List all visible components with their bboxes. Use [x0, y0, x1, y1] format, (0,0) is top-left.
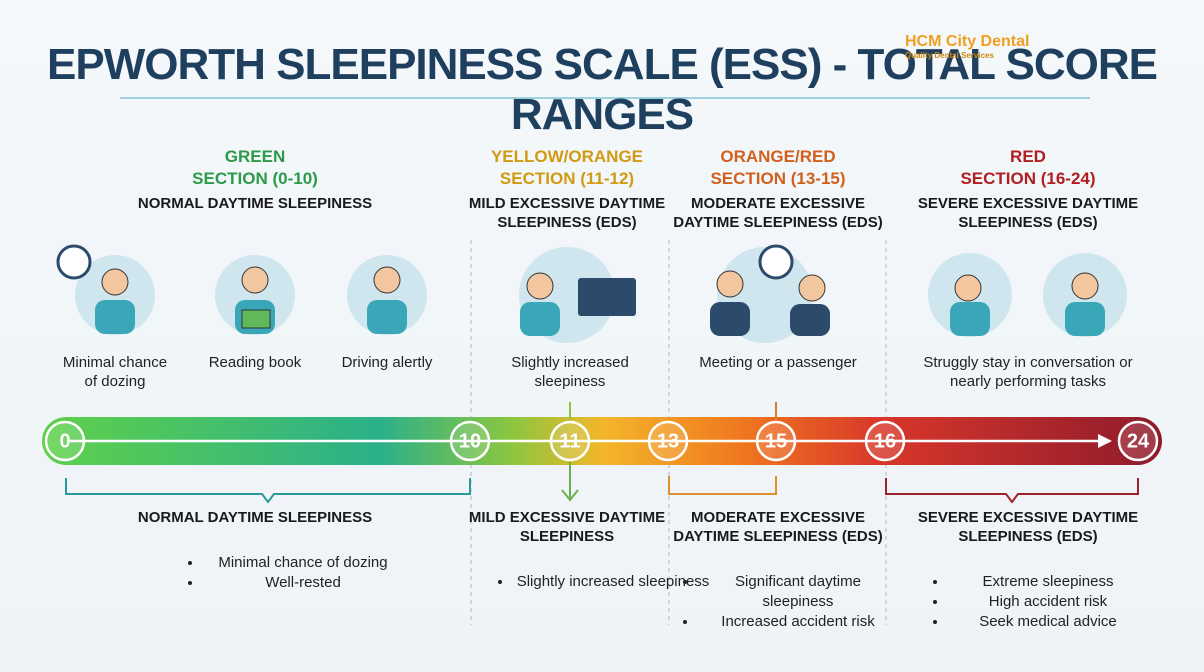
summary: NORMAL DAYTIME SLEEPINESS: [137, 509, 373, 526]
bullet: Well-rested: [203, 573, 403, 593]
marker-label: 16: [874, 430, 896, 452]
summary: SEVERE EXCESSIVE DAYTIME SLEEPINESS (EDS…: [917, 509, 1139, 545]
marker-circle: [864, 420, 906, 462]
logo-name: HCM City Dental: [905, 33, 1030, 50]
logo: HCM City Dental Quality Dental Services: [905, 33, 1085, 60]
marker-circle: [755, 420, 797, 462]
section-color: RED: [1010, 147, 1046, 166]
section-range: SECTION (11-12): [499, 169, 635, 188]
markers: 0 10 11 13 15 16 24: [44, 420, 1159, 462]
bracket: [65, 478, 471, 504]
caption: Meeting or a passenger: [699, 354, 857, 371]
marker-circle: [647, 420, 689, 462]
summary: MILD EXCESSIVE DAYTIME SLEEPINESS: [468, 509, 666, 545]
bullet: Extreme sleepiness: [948, 572, 1148, 592]
caption: Minimal chance of dozing: [62, 354, 168, 390]
section-label: SEVERE EXCESSIVE DAYTIME SLEEPINESS (EDS…: [917, 195, 1139, 231]
marker-label: 11: [559, 430, 580, 452]
marker-label: 13: [657, 430, 679, 452]
section-range: SECTION (0-10): [192, 169, 318, 188]
marker-label: 15: [765, 430, 787, 452]
section-label: MILD EXCESSIVE DAYTIME SLEEPINESS (EDS): [468, 195, 666, 231]
marker-label: 10: [459, 430, 481, 452]
section-color: ORANGE/RED: [720, 147, 836, 166]
bullet: Minimal chance of dozing: [203, 553, 403, 573]
section-color: YELLOW/ORANGE: [490, 147, 644, 166]
bracket: [668, 476, 777, 495]
bracket: [885, 478, 1139, 504]
caption: Driving alertly: [341, 354, 433, 371]
bullets: Extreme sleepinessHigh accident riskSeek…: [930, 572, 1148, 632]
icons: [56, 244, 1127, 343]
caption: Struggly stay in conversation or nearly …: [923, 354, 1133, 390]
caption: Reading book: [208, 354, 302, 371]
section-label: NORMAL DAYTIME SLEEPINESS: [137, 195, 373, 212]
caption: Slightly increased sleepiness: [511, 354, 629, 390]
marker-circle: [549, 420, 591, 462]
bullets: Minimal chance of dozingWell-rested: [185, 553, 403, 593]
arrow-down: [561, 462, 579, 502]
scale-arrow: [1098, 434, 1112, 448]
bullets: Slightly increased sleepiness: [495, 572, 713, 592]
bullet: Increased accident risk: [698, 612, 898, 632]
marker-circle: [1117, 420, 1159, 462]
summary: MODERATE EXCESSIVE DAYTIME SLEEPINESS (E…: [673, 509, 883, 545]
section-color: GREEN: [224, 147, 286, 166]
marker-circle: [44, 420, 86, 462]
logo-tagline: Quality Dental Services: [905, 51, 994, 60]
marker-circle: [449, 420, 491, 462]
bullets: Significant daytime sleepinessIncreased …: [680, 572, 898, 632]
marker-label: 0: [59, 430, 70, 452]
bullet: High accident risk: [948, 592, 1148, 612]
bullet: Significant daytime sleepiness: [698, 572, 898, 612]
bullet: Slightly increased sleepiness: [513, 572, 713, 592]
section-label: MODERATE EXCESSIVE DAYTIME SLEEPINESS (E…: [673, 195, 883, 231]
bullet: Seek medical advice: [948, 612, 1148, 632]
section-range: SECTION (16-24): [960, 169, 1096, 188]
section-range: SECTION (13-15): [710, 169, 846, 188]
marker-label: 24: [1127, 430, 1150, 452]
title: EPWORTH SLEEPINESS SCALE (ESS) - TOTAL S…: [47, 40, 1158, 139]
